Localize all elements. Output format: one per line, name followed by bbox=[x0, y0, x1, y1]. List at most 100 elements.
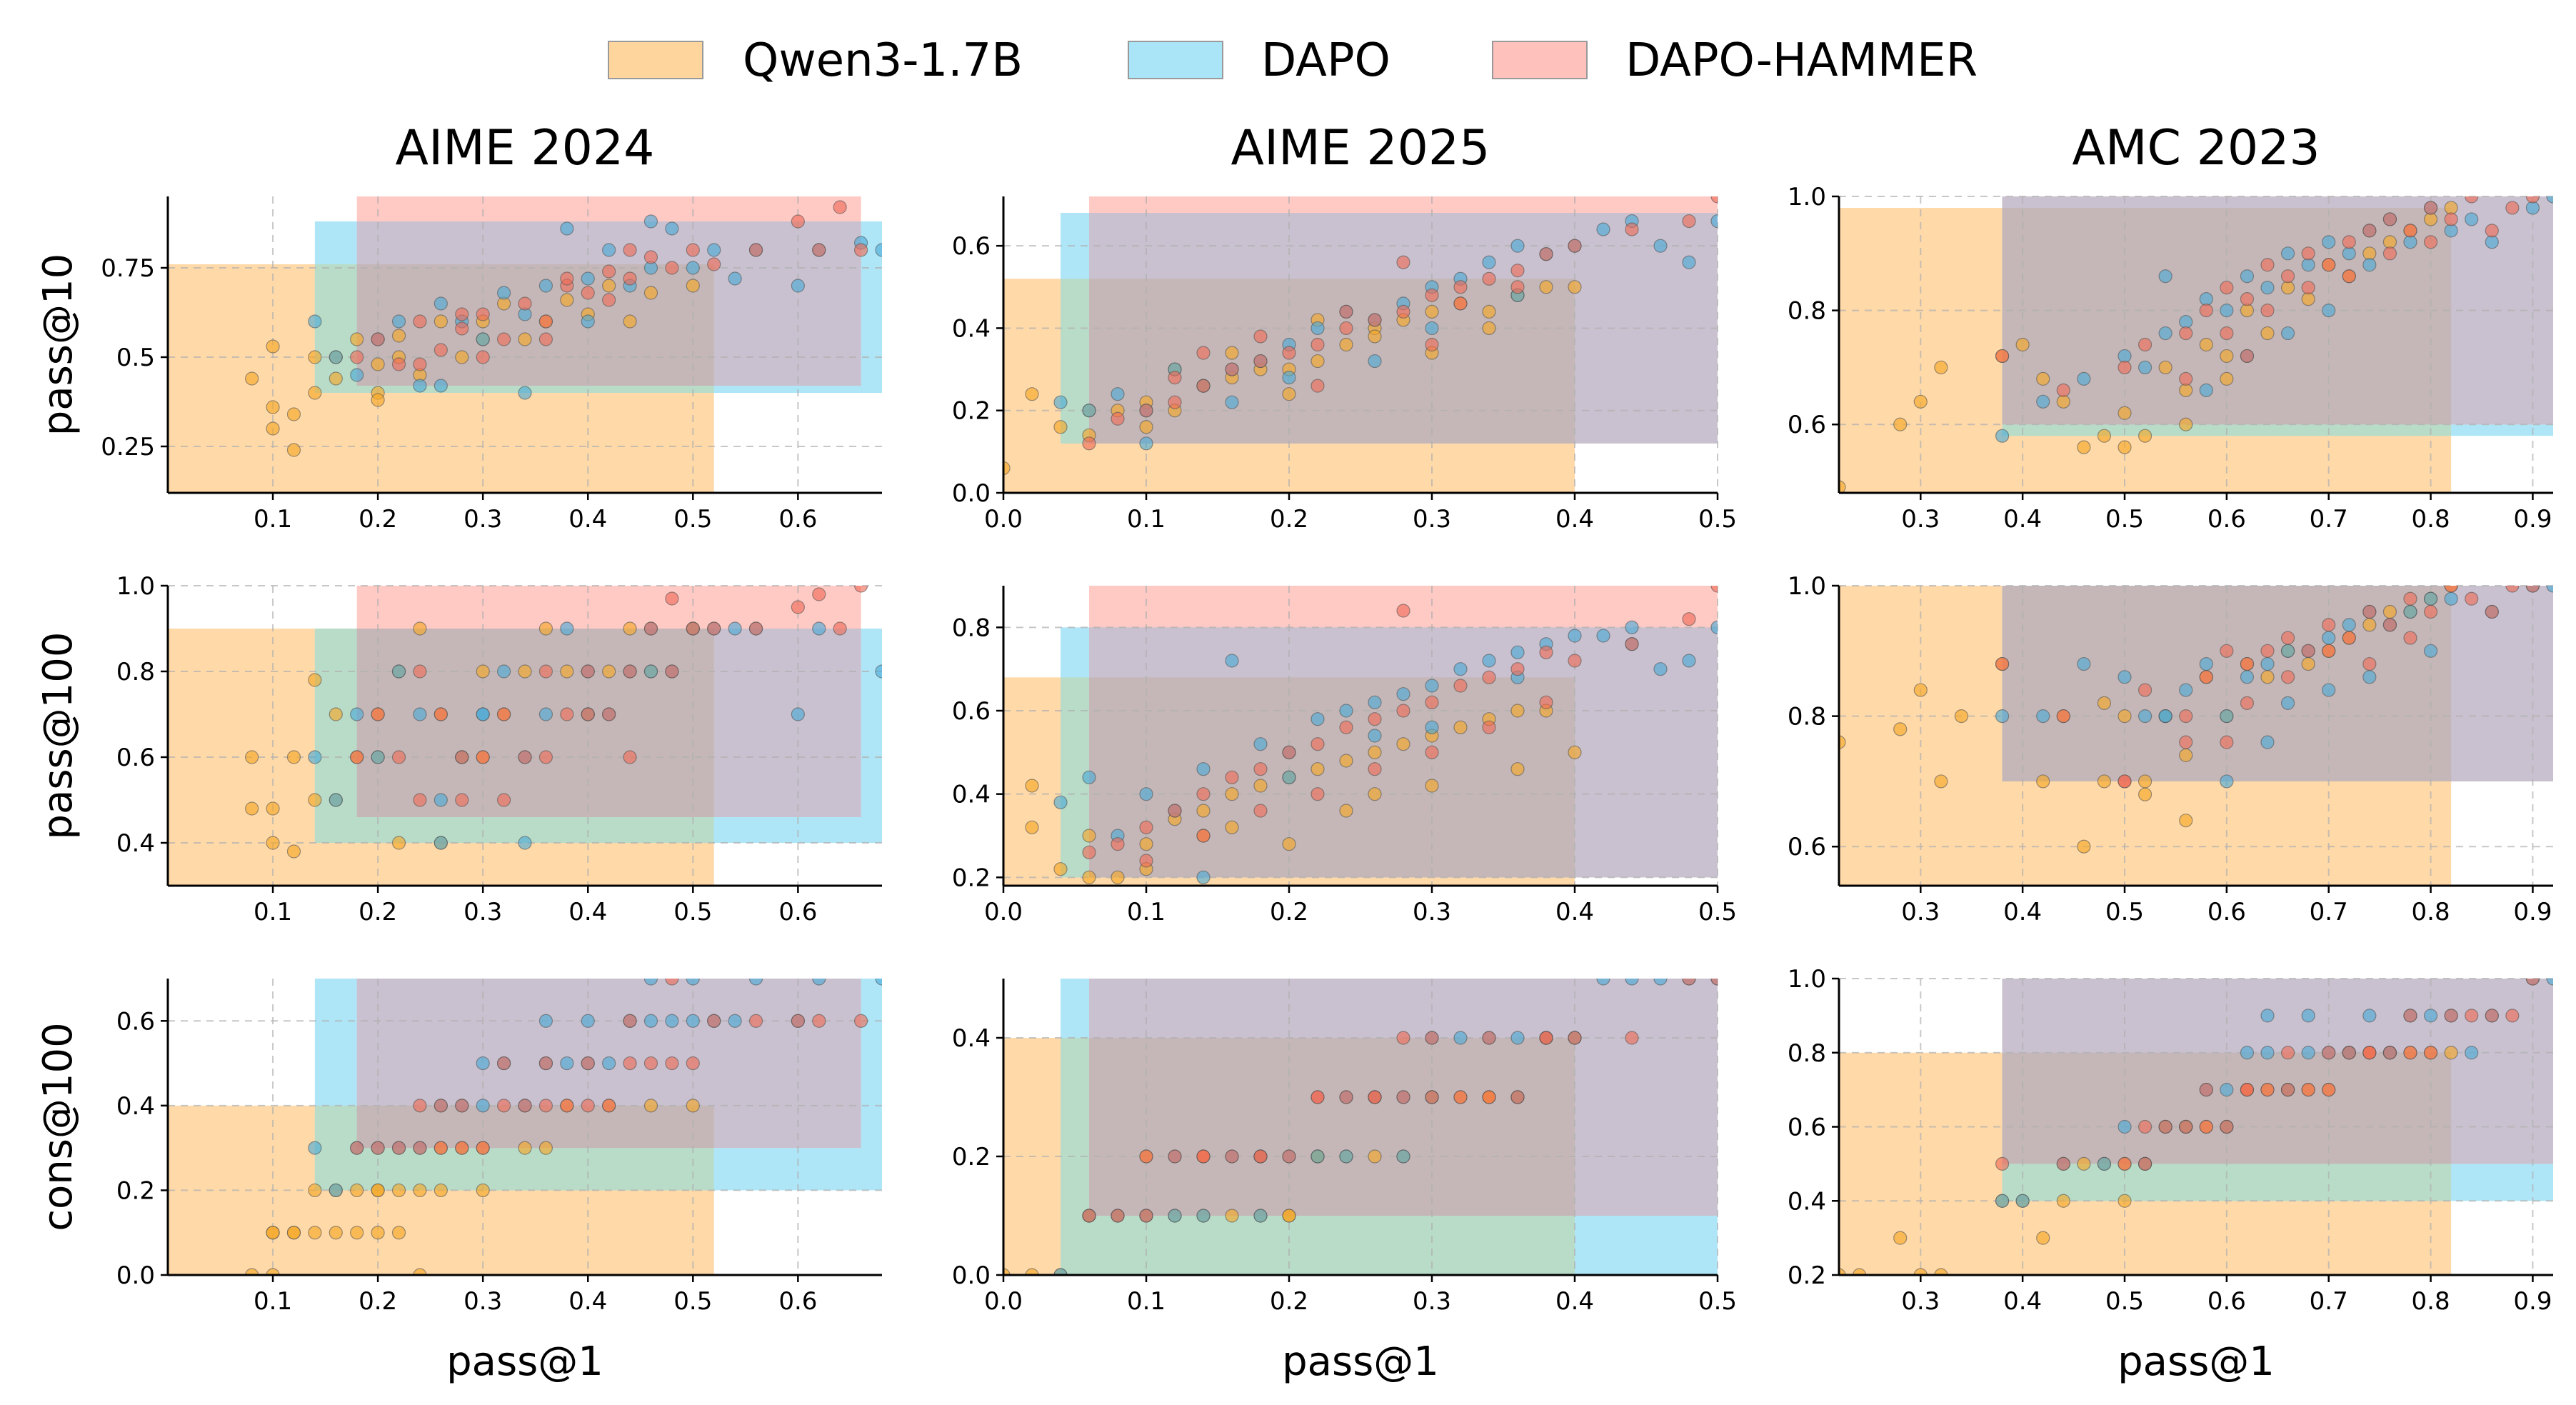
x-tick-label: 0.2 bbox=[1270, 1287, 1308, 1316]
x-tick-label: 0.3 bbox=[463, 1287, 502, 1316]
point-hammer bbox=[2525, 979, 2540, 986]
point-qwen bbox=[2280, 281, 2295, 295]
point-hammer bbox=[623, 1014, 637, 1028]
x-tick-label: 0.7 bbox=[2310, 1287, 2348, 1316]
grid bbox=[1003, 586, 1718, 886]
x-axis-label: pass@1 bbox=[1282, 1339, 1439, 1385]
point-hammer bbox=[1396, 604, 1410, 618]
point-dapo bbox=[1168, 1209, 1182, 1223]
point-hammer bbox=[1510, 264, 1525, 278]
point-hammer bbox=[2382, 1046, 2397, 1060]
legend-item-dapo: DAPO bbox=[1128, 34, 1390, 87]
point-hammer bbox=[1111, 1209, 1125, 1223]
y-tick-label: 0.8 bbox=[1788, 297, 1826, 326]
point-dapo bbox=[1425, 720, 1439, 734]
point-hammer bbox=[665, 1056, 679, 1071]
point-dapo bbox=[2280, 246, 2295, 261]
region-overlap-all bbox=[356, 1105, 714, 1149]
point-dapo bbox=[560, 621, 574, 636]
point-hammer bbox=[2322, 618, 2336, 632]
point-hammer bbox=[2525, 196, 2540, 204]
point-hammer bbox=[1196, 379, 1211, 393]
point-qwen bbox=[2179, 417, 2193, 431]
legend-label-qwen: Qwen3-1.7B bbox=[743, 34, 1023, 87]
point-qwen bbox=[2260, 326, 2275, 341]
point-qwen bbox=[1893, 417, 1908, 431]
point-hammer bbox=[455, 321, 469, 336]
point-hammer bbox=[1310, 1090, 1325, 1104]
point-qwen bbox=[1025, 820, 1039, 834]
point-dapo bbox=[1596, 222, 1610, 236]
y-tick-label: 0.4 bbox=[1788, 1187, 1826, 1216]
x-tick-label: 0.6 bbox=[778, 1287, 817, 1316]
point-dapo bbox=[1053, 795, 1068, 809]
x-tick-label: 0.6 bbox=[778, 505, 817, 534]
y-tick-label: 0.8 bbox=[952, 614, 991, 642]
y-tick-label: 0.75 bbox=[101, 254, 155, 283]
point-dapo bbox=[1139, 787, 1153, 801]
point-dapo bbox=[2485, 235, 2499, 249]
point-hammer bbox=[476, 307, 490, 321]
point-qwen bbox=[518, 1141, 532, 1155]
point-dapo bbox=[391, 664, 406, 679]
point-dapo bbox=[308, 750, 322, 764]
x-tick-label: 0.4 bbox=[2003, 505, 2042, 534]
point-qwen bbox=[1568, 280, 1582, 294]
point-dapo bbox=[1425, 679, 1439, 693]
point-qwen bbox=[2138, 429, 2152, 443]
point-dapo bbox=[643, 214, 658, 229]
point-hammer bbox=[2301, 246, 2315, 261]
point-dapo bbox=[476, 707, 490, 721]
point-qwen bbox=[2382, 604, 2397, 619]
point-hammer bbox=[371, 707, 385, 721]
point-dapo bbox=[1995, 709, 2010, 724]
legend-swatch-dapo bbox=[1128, 41, 1223, 79]
point-hammer bbox=[2056, 383, 2070, 397]
point-hammer bbox=[538, 1056, 553, 1071]
x-tick-label: 0.4 bbox=[2003, 898, 2042, 926]
point-dapo bbox=[371, 750, 385, 764]
point-hammer bbox=[665, 261, 679, 275]
x-tick-label: 0.6 bbox=[778, 898, 817, 926]
point-hammer bbox=[1995, 1156, 2010, 1171]
y-tick-label: 0.6 bbox=[952, 232, 991, 261]
x-tick-label: 0.1 bbox=[254, 505, 292, 534]
point-hammer bbox=[1425, 1031, 1439, 1045]
point-hammer bbox=[2240, 349, 2255, 364]
point-hammer bbox=[1368, 712, 1382, 726]
point-dapo bbox=[812, 621, 826, 636]
y-axis-label: pass@100 bbox=[35, 631, 81, 839]
point-hammer bbox=[371, 1141, 385, 1155]
point-dapo bbox=[496, 664, 511, 679]
point-qwen bbox=[413, 621, 427, 636]
point-qwen bbox=[1893, 1231, 1908, 1245]
point-dapo bbox=[1510, 1031, 1525, 1045]
point-dapo bbox=[2465, 1046, 2479, 1060]
point-dapo bbox=[1310, 321, 1325, 336]
point-hammer bbox=[1111, 837, 1125, 851]
point-hammer bbox=[2138, 1119, 2152, 1134]
point-hammer bbox=[560, 707, 574, 721]
point-hammer bbox=[1168, 1149, 1182, 1164]
point-hammer bbox=[1368, 1090, 1382, 1104]
point-hammer bbox=[853, 243, 868, 257]
point-hammer bbox=[2260, 258, 2275, 272]
x-tick-label: 0.4 bbox=[568, 1287, 607, 1316]
point-qwen bbox=[2179, 748, 2193, 762]
point-hammer bbox=[1682, 214, 1696, 229]
point-dapo bbox=[1482, 654, 1496, 668]
point-qwen bbox=[2015, 337, 2030, 352]
point-qwen bbox=[1225, 1209, 1239, 1223]
point-dapo bbox=[2199, 383, 2213, 397]
point-hammer bbox=[665, 979, 679, 986]
point-hammer bbox=[1225, 362, 1239, 376]
point-qwen bbox=[1510, 704, 1525, 718]
point-hammer bbox=[1396, 304, 1410, 319]
point-hammer bbox=[455, 1099, 469, 1113]
point-hammer bbox=[812, 587, 826, 601]
point-dapo bbox=[1396, 1149, 1410, 1164]
point-dapo bbox=[1510, 239, 1525, 253]
point-hammer bbox=[748, 621, 763, 636]
point-dapo bbox=[1196, 1209, 1211, 1223]
x-tick-label: 0.3 bbox=[1413, 898, 1451, 926]
